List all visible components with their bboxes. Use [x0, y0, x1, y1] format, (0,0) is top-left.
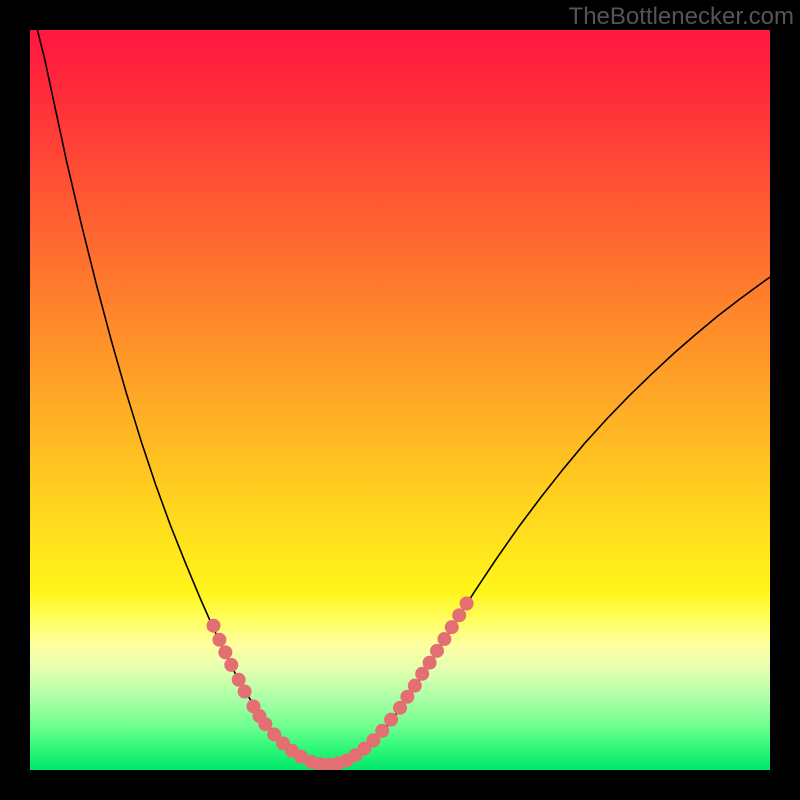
watermark-text: TheBottlenecker.com	[569, 3, 794, 31]
chart-canvas: TheBottlenecker.com	[0, 0, 800, 800]
series-marker	[445, 620, 459, 634]
series-marker	[212, 633, 226, 647]
series-marker	[408, 679, 422, 693]
series-marker	[430, 644, 444, 658]
series-marker	[375, 724, 389, 738]
plot-area	[30, 30, 770, 770]
series-marker	[232, 673, 246, 687]
series-marker	[218, 645, 232, 659]
series-marker	[460, 597, 474, 611]
series-marker	[224, 658, 238, 672]
plot-svg	[30, 30, 770, 770]
series-marker	[207, 619, 221, 633]
series-marker	[452, 608, 466, 622]
series-marker	[437, 632, 451, 646]
series-marker	[423, 656, 437, 670]
series-marker	[238, 685, 252, 699]
gradient-background	[30, 30, 770, 770]
series-marker	[384, 713, 398, 727]
